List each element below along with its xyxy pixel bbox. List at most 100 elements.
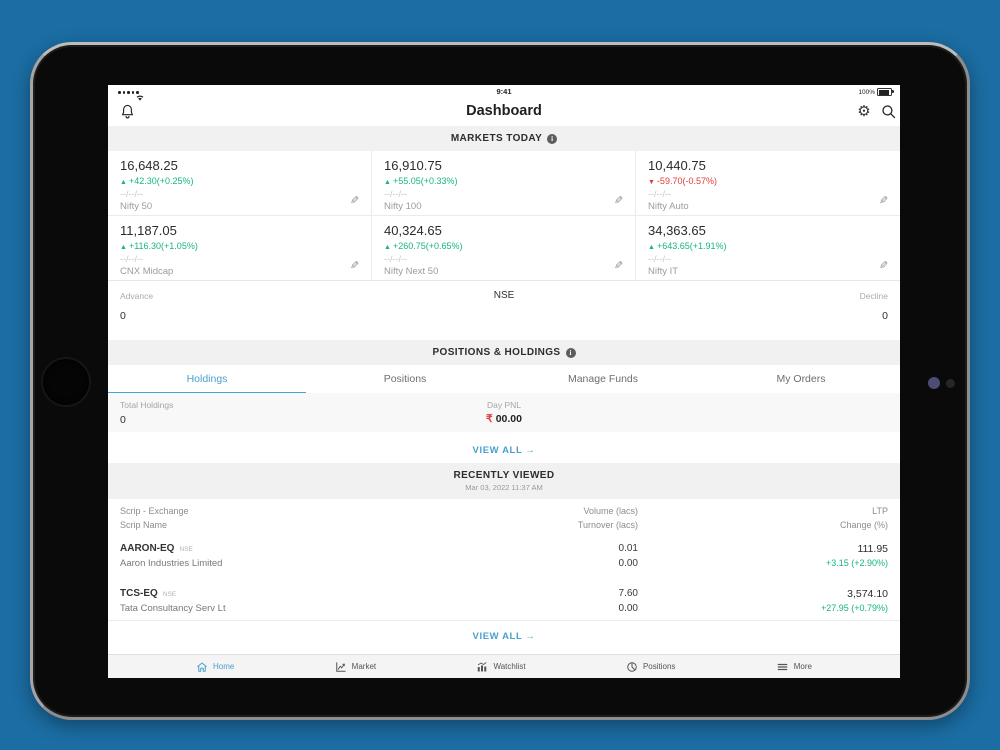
recently-viewed-section-header: RECENTLY VIEWED Mar 03, 2022 11:37 AM [108, 463, 900, 499]
scrip-name: Aaron Industries Limited [120, 558, 223, 569]
wifi-icon [135, 88, 145, 106]
index-range: --/--/-- [648, 254, 671, 264]
edit-pencil-icon[interactable] [614, 259, 623, 272]
volume-value: 0.01 [618, 543, 638, 554]
index-value: 10,440.75 [648, 158, 706, 173]
bottom-navigation: Home Market Watchlist Positions More [108, 654, 900, 678]
index-change-row: ▲ +55.05(+0.33%) [384, 176, 457, 186]
index-name: Nifty IT [648, 266, 679, 277]
index-change-row: ▲ +643.65(+1.91%) [648, 241, 727, 251]
up-arrow-icon: ▲ [384, 179, 391, 186]
index-change: +42.30(+0.25%) [128, 176, 194, 186]
index-name: Nifty Next 50 [384, 266, 439, 277]
market-card-cnx-midcap[interactable]: 11,187.05 ▲ +116.30(+1.05%) --/--/-- CNX … [108, 216, 372, 280]
market-card-nifty-auto[interactable]: 10,440.75 ▼ -59.70(-0.57%) --/--/-- Nifty… [636, 151, 900, 216]
exchange-tag: NSE [179, 546, 193, 553]
tablet-camera [928, 377, 940, 389]
ltp-value: 3,574.10 [847, 588, 888, 600]
tablet-sensor [946, 379, 955, 388]
positions-holdings-title: POSITIONS & HOLDINGS [432, 347, 561, 358]
recently-viewed-view-all-row: VIEW ALL → [108, 626, 900, 644]
nav-item-watchlist[interactable]: Watchlist [476, 661, 526, 673]
nav-item-more[interactable]: More [776, 661, 812, 673]
app-screen: 9:41 100% Dashboard MARKETS TODAY [108, 85, 900, 678]
market-card-nifty-100[interactable]: 16,910.75 ▲ +55.05(+0.33%) --/--/-- Nifty… [372, 151, 636, 216]
index-change-row: ▼ -59.70(-0.57%) [648, 176, 717, 186]
index-value: 16,910.75 [384, 158, 442, 173]
page-title: Dashboard [466, 103, 542, 119]
battery-indicator: 100% [858, 88, 894, 96]
tab-my-orders[interactable]: My Orders [776, 373, 826, 385]
notifications-bell-icon[interactable] [119, 103, 136, 125]
view-all-link[interactable]: VIEW ALL → [473, 631, 536, 642]
day-pnl-amount: 00.00 [495, 413, 522, 425]
info-icon[interactable] [565, 347, 576, 358]
cellular-signal-icon [118, 91, 139, 94]
index-value: 16,648.25 [120, 158, 178, 173]
index-value: 11,187.05 [120, 223, 177, 238]
market-card-nifty-50[interactable]: 16,648.25 ▲ +42.30(+0.25%) --/--/-- Nifty… [108, 151, 372, 216]
up-arrow-icon: ▲ [648, 244, 655, 251]
down-arrow-icon: ▼ [648, 179, 655, 186]
index-value: 40,324.65 [384, 223, 442, 238]
tab-manage-funds[interactable]: Manage Funds [567, 373, 639, 385]
tab-positions[interactable]: Positions [383, 373, 427, 385]
decline-value: 0 [882, 310, 888, 322]
decline-label: Decline [859, 291, 888, 301]
tablet-home-button[interactable] [43, 359, 89, 405]
line-chart-icon [335, 661, 347, 673]
turnover-value: 0.00 [618, 603, 638, 614]
index-name: Nifty 50 [120, 201, 153, 212]
hamburger-menu-icon [776, 661, 789, 673]
index-range: --/--/-- [384, 254, 407, 264]
up-arrow-icon: ▲ [120, 244, 127, 251]
edit-pencil-icon[interactable] [614, 194, 623, 207]
battery-icon [877, 88, 894, 96]
settings-gear-icon[interactable] [855, 103, 873, 121]
positions-holdings-tabs: Holdings Positions Manage Funds My Order… [108, 365, 900, 394]
up-arrow-icon: ▲ [384, 244, 391, 251]
edit-pencil-icon[interactable] [350, 194, 359, 207]
nav-label: Market [351, 662, 377, 671]
market-card-nifty-it[interactable]: 34,363.65 ▲ +643.65(+1.91%) --/--/-- Nift… [636, 216, 900, 280]
edit-pencil-icon[interactable] [350, 259, 359, 272]
holdings-summary-panel: Total Holdings 0 Day PNL ₹00.00 [108, 393, 900, 432]
nav-item-home[interactable]: Home [196, 661, 234, 673]
scrip-code: TCS-EQ NSE [120, 588, 177, 599]
market-card-nifty-next-50[interactable]: 40,324.65 ▲ +260.75(+0.65%) --/--/-- Nift… [372, 216, 636, 280]
rupee-icon: ₹ [486, 413, 493, 425]
exchange-tag: NSE [162, 591, 177, 598]
app-bar: Dashboard [108, 100, 900, 126]
right-arrow-icon: → [525, 631, 536, 642]
advance-value: 0 [120, 310, 126, 322]
index-range: --/--/-- [384, 189, 407, 199]
recently-viewed-title: RECENTLY VIEWED [453, 470, 555, 481]
positions-holdings-section-header: POSITIONS & HOLDINGS [108, 340, 900, 365]
nav-item-positions[interactable]: Positions [626, 661, 675, 673]
index-name: Nifty Auto [648, 201, 689, 212]
index-range: --/--/-- [120, 254, 143, 264]
day-pnl-value: ₹00.00 [424, 413, 584, 425]
tablet-frame: 9:41 100% Dashboard MARKETS TODAY [30, 42, 970, 720]
nav-item-market[interactable]: Market [335, 661, 376, 673]
info-icon[interactable] [547, 133, 558, 144]
tab-holdings[interactable]: Holdings [108, 365, 306, 394]
market-cards-grid: 16,648.25 ▲ +42.30(+0.25%) --/--/-- Nifty… [108, 151, 900, 280]
markets-today-title: MARKETS TODAY [450, 133, 543, 144]
search-icon[interactable] [880, 103, 897, 125]
table-row-aaron[interactable]: AARON-EQ NSE Aaron Industries Limited 0.0… [108, 534, 900, 580]
index-name: CNX Midcap [120, 266, 174, 277]
status-bar: 9:41 100% [108, 85, 900, 101]
nav-label: Positions [642, 662, 676, 671]
markets-today-section-header: MARKETS TODAY [108, 126, 900, 151]
table-header-row: Scrip - Exchange Scrip Name Volume (lacs)… [108, 499, 900, 535]
edit-pencil-icon[interactable] [879, 259, 888, 272]
view-all-label: VIEW ALL [472, 445, 523, 456]
table-row-tcs[interactable]: TCS-EQ NSE Tata Consultancy Serv Lt 7.60 … [108, 579, 900, 621]
view-all-link[interactable]: VIEW ALL → [473, 445, 536, 456]
change-value: +3.15 (+2.90%) [825, 558, 888, 568]
advance-decline-strip: Advance NSE Decline 0 0 [108, 280, 900, 341]
edit-pencil-icon[interactable] [879, 194, 888, 207]
column-scrip: Scrip - Exchange Scrip Name [120, 506, 189, 530]
